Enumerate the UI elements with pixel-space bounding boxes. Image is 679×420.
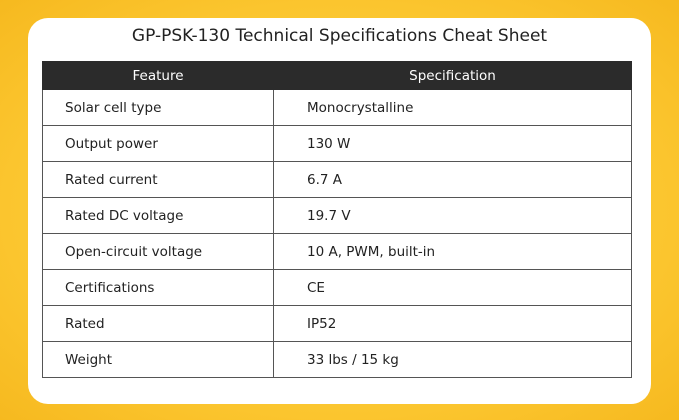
spec-cell: CE: [273, 269, 632, 306]
feature-cell: Rated DC voltage: [42, 197, 274, 234]
feature-cell: Certifications: [42, 269, 274, 306]
feature-cell: Open-circuit voltage: [42, 233, 274, 270]
spec-cell: Monocrystalline: [273, 89, 632, 126]
header-row: Feature Specification: [42, 61, 632, 90]
table-row: Rated current 6.7 A: [42, 161, 632, 198]
table-row: Output power 130 W: [42, 125, 632, 162]
feature-cell: Rated: [42, 305, 274, 342]
table-row: Open-circuit voltage 10 A, PWM, built-in: [42, 233, 632, 270]
spec-cell: 10 A, PWM, built-in: [273, 233, 632, 270]
spec-cell: 6.7 A: [273, 161, 632, 198]
spec-cell: 130 W: [273, 125, 632, 162]
feature-cell: Weight: [42, 341, 274, 378]
table-row: Rated IP52: [42, 305, 632, 342]
table-row: Certifications CE: [42, 269, 632, 306]
spec-cell: 19.7 V: [273, 197, 632, 234]
spec-cell: 33 lbs / 15 kg: [273, 341, 632, 378]
feature-cell: Output power: [42, 125, 274, 162]
spec-cell: IP52: [273, 305, 632, 342]
table-row: Rated DC voltage 19.7 V: [42, 197, 632, 234]
table-row: Weight 33 lbs / 15 kg: [42, 341, 632, 378]
table-body: Solar cell type Monocrystalline Output pow…: [42, 89, 632, 378]
table-row: Solar cell type Monocrystalline: [42, 89, 632, 126]
feature-cell: Rated current: [42, 161, 274, 198]
feature-cell: Solar cell type: [42, 89, 274, 126]
spec-table: Feature Specification Solar cell type Mono…: [42, 61, 632, 378]
card: GP-PSK-130 Technical Specifications Chea…: [28, 18, 651, 404]
column-header: Feature: [42, 61, 274, 90]
column-header: Specification: [273, 61, 632, 90]
title: GP-PSK-130 Technical Specifications Chea…: [131, 26, 548, 46]
